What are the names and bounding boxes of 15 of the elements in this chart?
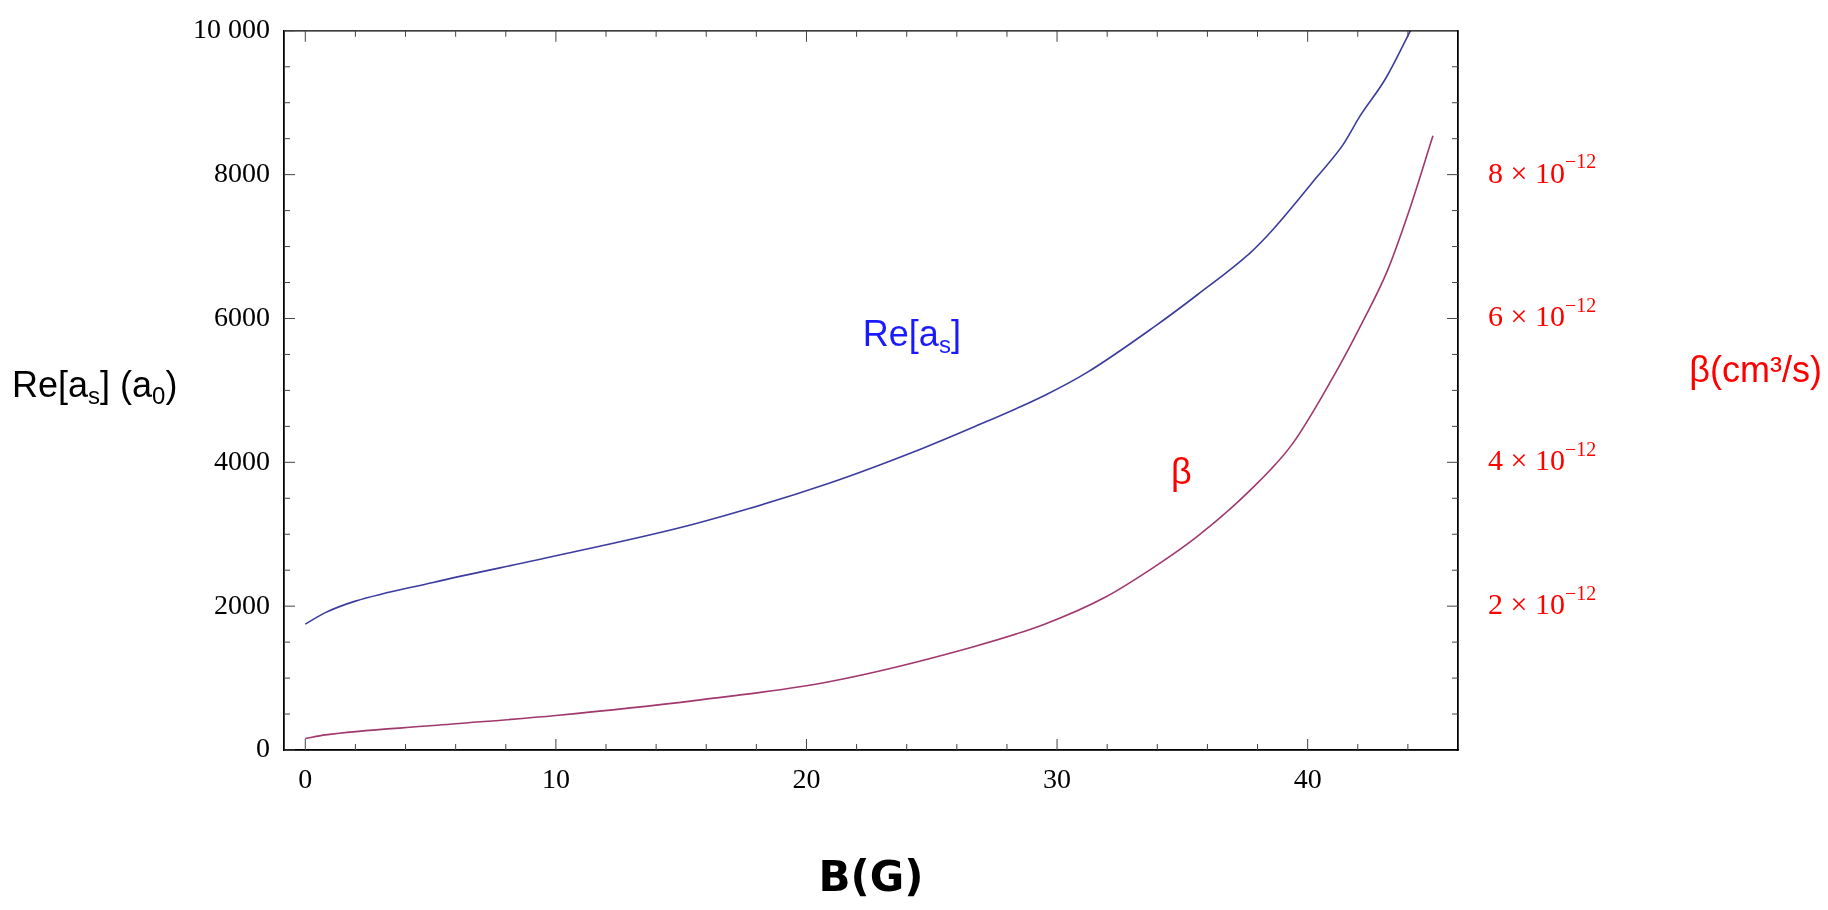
y-tick-label: 4000	[214, 444, 270, 476]
x-tick-label: 40	[1293, 763, 1322, 795]
y-tick-label: 2000	[214, 588, 270, 620]
y-tick-label: 10 000	[193, 13, 270, 45]
x-tick-label: 10	[541, 763, 570, 795]
x-tick-label: 0	[298, 763, 313, 795]
y-tick-label: 0	[256, 732, 270, 764]
x-tick-label: 20	[792, 763, 821, 795]
series-label: β	[1171, 451, 1192, 493]
y2-axis-title: β(cm³/s)	[1689, 348, 1823, 390]
x-axis-title: B(G)	[818, 851, 924, 901]
line-series	[304, 30, 1412, 625]
y-tick-label: 6000	[214, 300, 270, 332]
x-tick-label: 30	[1043, 763, 1072, 795]
y-tick-label: 8000	[214, 157, 270, 188]
